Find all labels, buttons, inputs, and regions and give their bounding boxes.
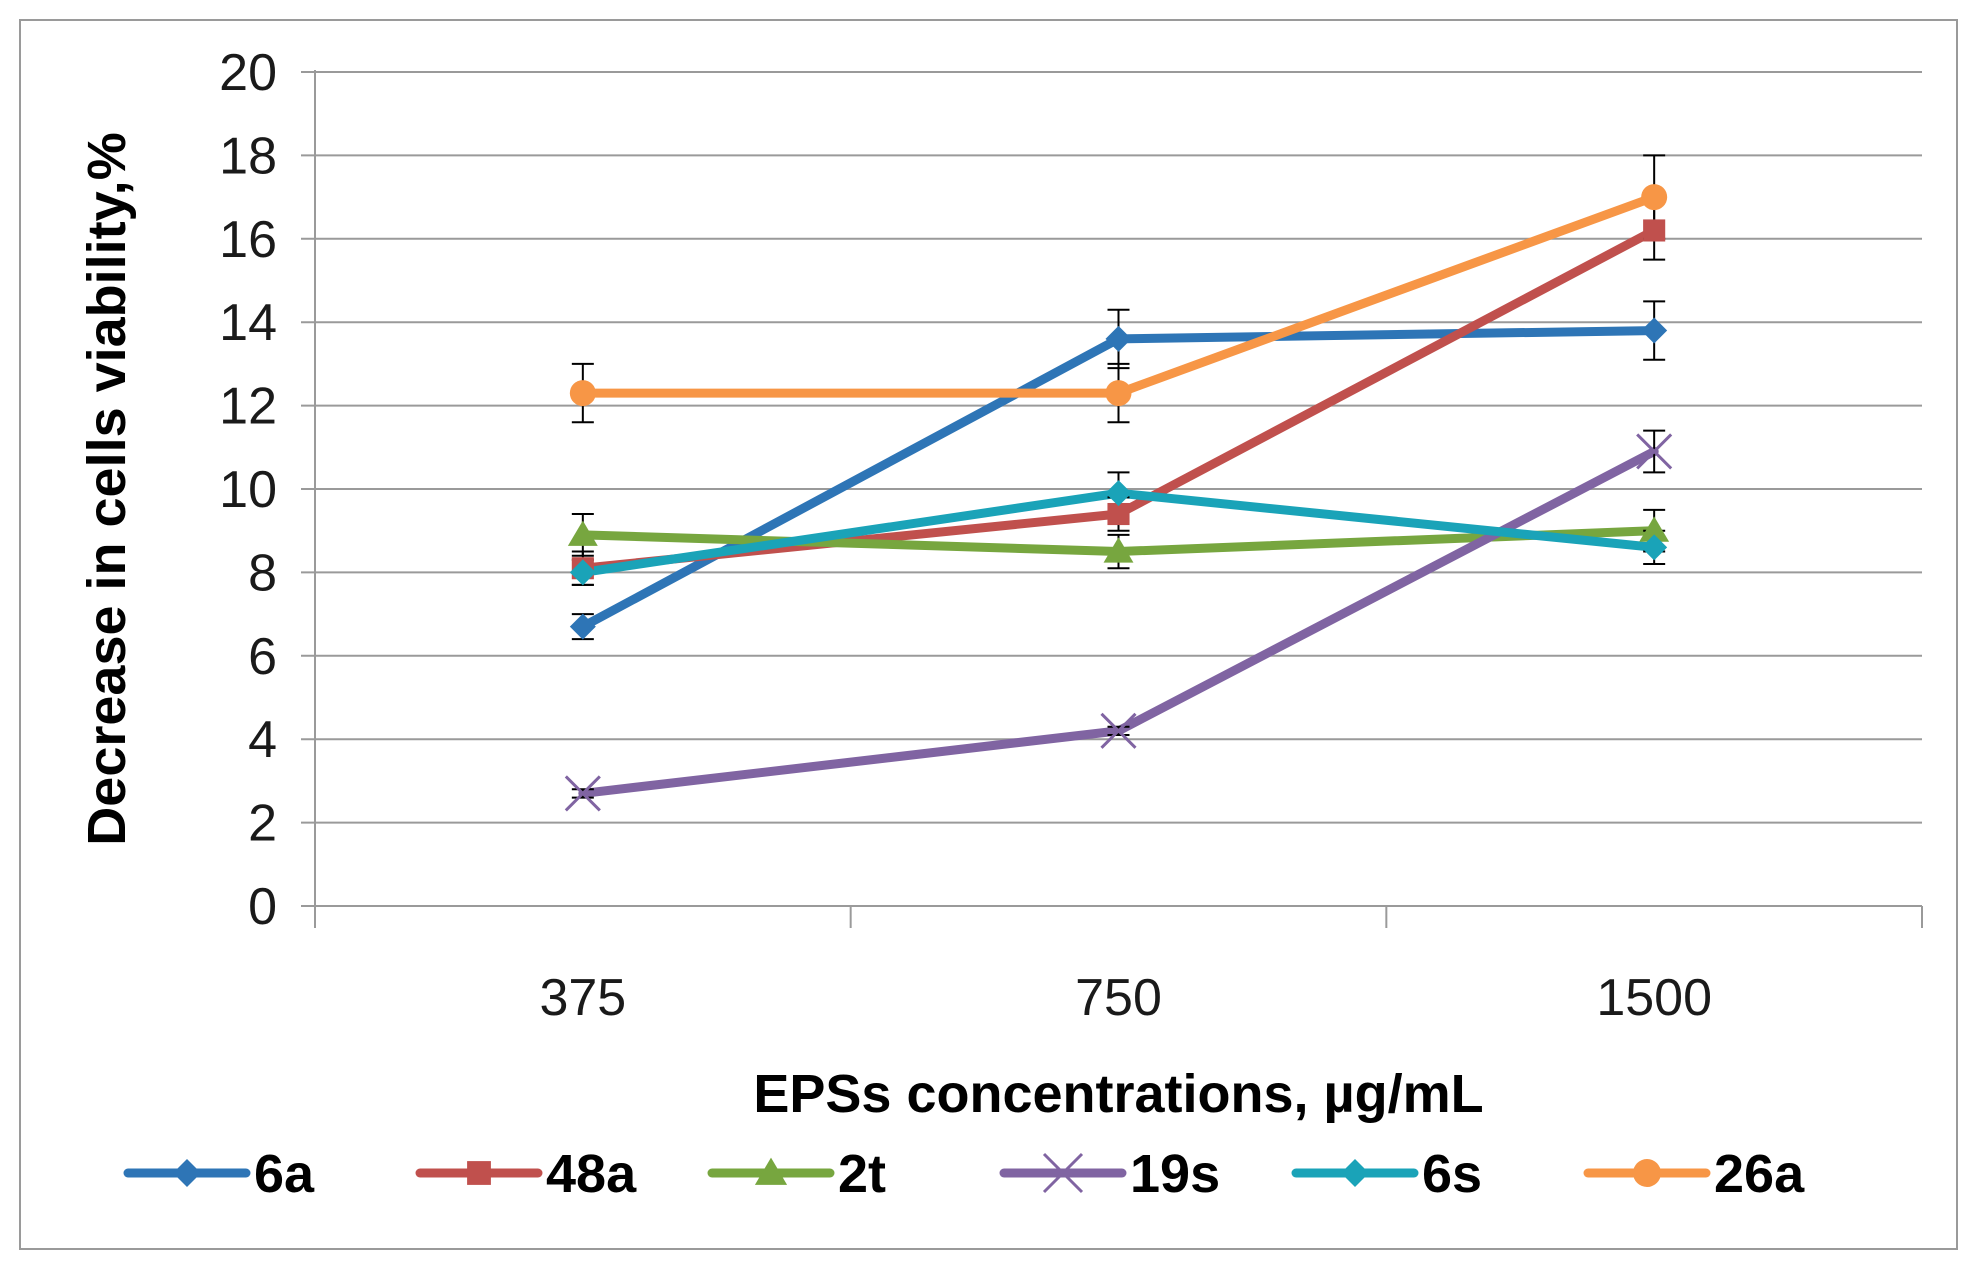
data-point-48a	[1643, 219, 1666, 242]
legend-label: 26a	[1714, 1144, 1805, 1204]
data-point-19s	[564, 775, 601, 812]
data-point-26a	[1105, 380, 1132, 407]
y-tick-label: 20	[219, 44, 277, 102]
legend-entry-6s: 6s	[1291, 1144, 1482, 1204]
data-point-6a	[1641, 317, 1668, 344]
y-tick-label: 12	[219, 378, 277, 436]
y-tick-label: 2	[248, 795, 277, 853]
legend-label: 19s	[1130, 1144, 1220, 1204]
y-tick-label: 0	[248, 878, 277, 936]
y-tick-label: 4	[248, 711, 277, 769]
y-tick-label: 16	[219, 211, 277, 269]
legend-marker	[754, 1157, 788, 1185]
legend-entry-2t: 2t	[707, 1144, 886, 1204]
legend-label: 6a	[254, 1144, 315, 1204]
data-point-6a	[1105, 325, 1132, 352]
data-point-19s	[1636, 433, 1673, 470]
chart-border	[19, 19, 1958, 1250]
legend-entry-48a: 48a	[415, 1144, 637, 1204]
data-point-2t	[1639, 516, 1670, 542]
gridlines	[301, 71, 1922, 907]
legend-marker	[1341, 1159, 1369, 1187]
x-tick-labels: 375 750 1500	[539, 969, 1712, 1027]
data-point-6s	[1105, 480, 1132, 507]
legend-marker	[467, 1161, 491, 1185]
y-tick-label: 10	[219, 461, 277, 519]
x-tick-label: 750	[1075, 969, 1162, 1027]
data-point-26a	[1641, 184, 1668, 211]
y-tick-label: 6	[248, 628, 277, 686]
x-tick-label: 375	[539, 969, 626, 1027]
legend-marker	[173, 1159, 201, 1187]
data-point-19s	[1100, 712, 1137, 749]
legend-label: 2t	[838, 1144, 886, 1204]
legend-marker	[1042, 1152, 1084, 1194]
data-point-2t	[1103, 537, 1134, 563]
legend-marker	[1633, 1159, 1661, 1187]
data-point-6s	[569, 559, 596, 586]
legend-label: 6s	[1422, 1144, 1482, 1204]
y-tick-label: 18	[219, 127, 277, 185]
y-tick-label: 14	[219, 294, 277, 352]
legend-label: 48a	[546, 1144, 637, 1204]
data-point-2t	[567, 520, 598, 546]
y-tick-labels: 0 2 4 6 8 10 12 14 16 18 20	[219, 44, 277, 936]
legend: 6a 48a 2t 19s 6s 26a	[123, 1144, 1805, 1204]
data-markers	[564, 184, 1673, 812]
x-tick-label: 1500	[1596, 969, 1712, 1027]
data-point-6s	[1641, 534, 1668, 561]
x-axis-title: EPSs concentrations, µg/mL	[753, 1064, 1483, 1124]
legend-entry-26a: 26a	[1583, 1144, 1805, 1204]
axes	[314, 70, 1923, 928]
data-point-48a	[1107, 502, 1130, 526]
y-axis-title: Decrease in cells viability,%	[77, 132, 137, 845]
data-point-26a	[569, 380, 596, 407]
data-point-6a	[569, 613, 596, 640]
y-tick-label: 8	[248, 544, 277, 602]
legend-entry-6a: 6a	[123, 1144, 315, 1204]
legend-entry-19s: 19s	[999, 1144, 1220, 1204]
